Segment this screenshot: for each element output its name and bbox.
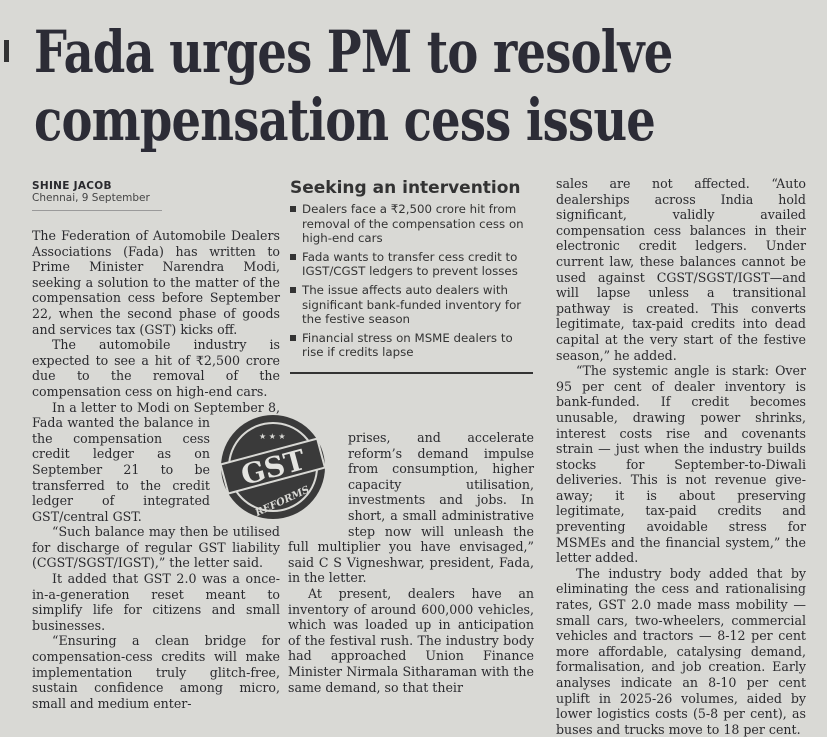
paragraph: The industry body added that by eliminat… (556, 565, 806, 737)
author-name: SHINE JACOB (32, 180, 112, 192)
bullet-text: The issue affects auto dealers with sign… (302, 282, 522, 327)
article-column-3: sales are not affected. “Auto dealership… (556, 176, 806, 737)
sidebar-bullet: Financial stress on MSME dealers to rise… (290, 331, 533, 360)
paragraph: “Ensuring a clean bridge for compensatio… (32, 633, 280, 711)
paragraph: “The systemic angle is stark: Over 95 pe… (556, 363, 806, 566)
square-bullet-icon (290, 253, 296, 260)
bullet-text: Fada wants to transfer cess credit to IG… (302, 249, 518, 279)
svg-text:★ ★ ★: ★ ★ ★ (259, 432, 286, 441)
paragraph: The Federation of Automobile Dealers Ass… (32, 228, 280, 337)
sidebar-bullet: The issue affects auto dealers with sign… (290, 283, 533, 327)
bullet-text: Financial stress on MSME dealers to rise… (302, 330, 513, 360)
square-bullet-icon (290, 206, 296, 212)
gst-reforms-badge-icon: ★ ★ ★ GST REFORMS (219, 415, 327, 519)
sidebar-bullet: Dealers face a ₹2,500 crore hit from rem… (290, 202, 533, 246)
article-column-1: The Federation of Automobile Dealers Ass… (32, 228, 280, 711)
article-column-2: prises, and accelerate reform’s demand i… (288, 430, 534, 695)
paragraph: The automobile industry is expected to s… (32, 337, 280, 399)
paragraph: It added that GST 2.0 was a once-in-a-ge… (32, 571, 280, 633)
square-bullet-icon (290, 334, 296, 341)
paragraph: prises, and accelerate reform’s demand i… (288, 430, 534, 586)
paragraph: In a letter to Modi on September 8, Fada… (32, 399, 280, 524)
sidebar-title: Seeking an intervention (290, 178, 521, 198)
bullet-text: Dealers face a ₹2,500 crore hit from rem… (302, 202, 524, 246)
byline: SHINE JACOB Chennai, 9 September (32, 180, 162, 211)
paragraph: “Such balance may then be utilised for d… (32, 524, 280, 571)
dateline: Chennai, 9 September (32, 192, 150, 204)
sidebar-box: Seeking an intervention Dealers face a ₹… (290, 178, 533, 374)
page-edge-mark (4, 40, 9, 62)
sidebar-bullet: Fada wants to transfer cess credit to IG… (290, 250, 533, 279)
headline: Fada urges PM to resolve compensation ce… (34, 18, 673, 154)
paragraph: At present, dealers have an inventory of… (288, 585, 534, 695)
square-bullet-icon (290, 286, 296, 293)
paragraph: sales are not affected. “Auto dealership… (556, 176, 806, 363)
